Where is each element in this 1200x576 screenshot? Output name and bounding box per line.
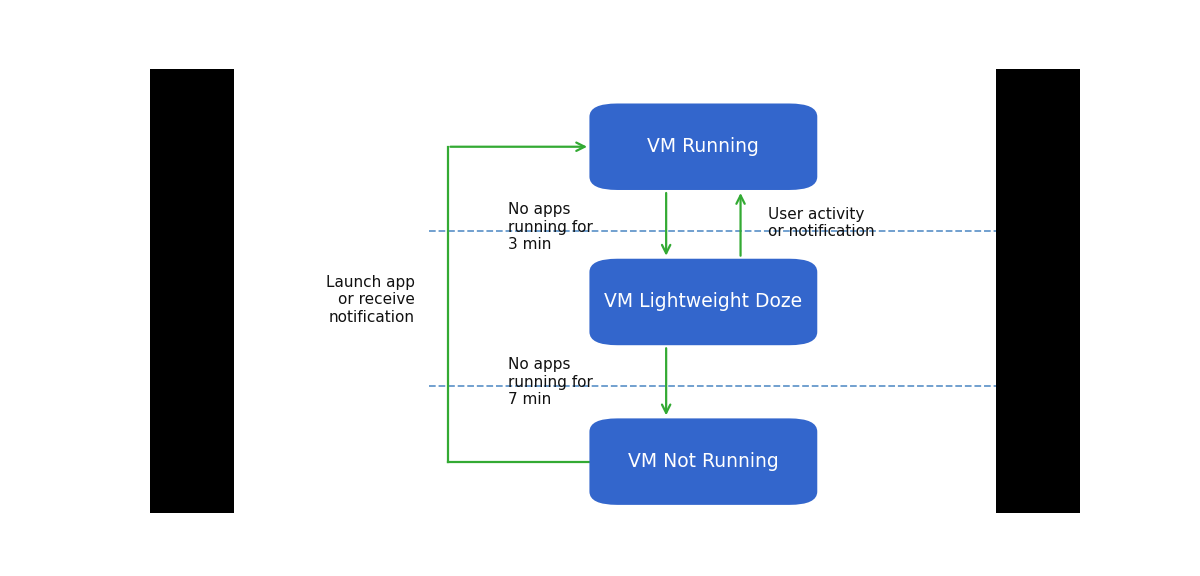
- FancyBboxPatch shape: [589, 418, 817, 505]
- FancyBboxPatch shape: [996, 69, 1080, 513]
- Text: No apps
running for
7 min: No apps running for 7 min: [508, 357, 593, 407]
- Text: Launch app
or receive
notification: Launch app or receive notification: [326, 275, 415, 325]
- Text: VM Running: VM Running: [648, 137, 760, 156]
- FancyBboxPatch shape: [589, 104, 817, 190]
- FancyBboxPatch shape: [589, 259, 817, 345]
- Text: No apps
running for
3 min: No apps running for 3 min: [508, 202, 593, 252]
- Text: User activity
or notification: User activity or notification: [768, 207, 875, 239]
- Text: VM Lightweight Doze: VM Lightweight Doze: [605, 293, 803, 312]
- Text: VM Not Running: VM Not Running: [628, 452, 779, 471]
- FancyBboxPatch shape: [150, 69, 234, 513]
